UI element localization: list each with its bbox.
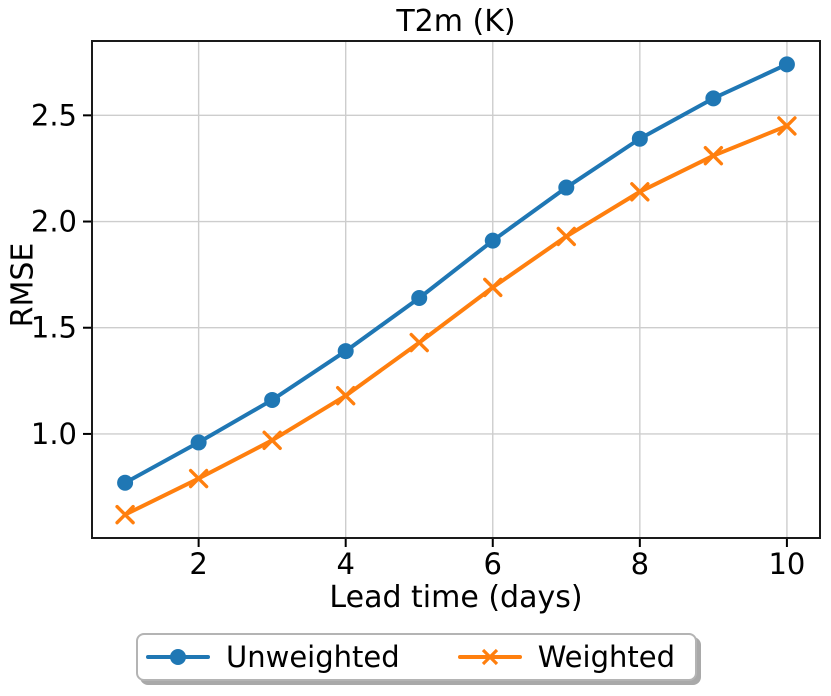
chart-title: T2m (K): [396, 4, 516, 39]
y-tick-label: 1.0: [31, 417, 77, 451]
x-tick-label: 2: [189, 547, 207, 581]
unweighted-marker[interactable]: [778, 56, 795, 73]
weighted-marker[interactable]: [262, 430, 282, 450]
weighted-marker[interactable]: [188, 468, 209, 489]
weighted-line-sample-icon: [457, 648, 522, 666]
unweighted-marker[interactable]: [558, 179, 575, 196]
x-axis-label: Lead time (days): [329, 580, 583, 615]
unweighted-marker[interactable]: [411, 289, 428, 306]
unweighted-marker[interactable]: [190, 434, 207, 451]
x-tick-label: 10: [768, 547, 805, 581]
weighted-marker[interactable]: [483, 277, 503, 298]
weighted-marker[interactable]: [409, 332, 429, 353]
unweighted-line-sample-icon: [146, 649, 210, 665]
unweighted-marker[interactable]: [117, 474, 134, 491]
x-tick-label: 4: [336, 547, 354, 581]
y-tick-label: 2.5: [31, 98, 77, 132]
unweighted-line[interactable]: [123, 62, 789, 485]
legend-item-weighted[interactable]: Weighted: [457, 639, 675, 674]
x-tick-label: 8: [631, 547, 649, 581]
unweighted-marker[interactable]: [484, 232, 501, 249]
line-chart-plot-area: 2 4 6 8 10 1.0 1.5 2.0 2.5: [31, 40, 821, 581]
unweighted-marker[interactable]: [337, 343, 354, 360]
weighted-line[interactable]: [123, 123, 789, 517]
weighted-marker[interactable]: [777, 116, 797, 136]
unweighted-marker[interactable]: [705, 90, 722, 107]
y-tick-label: 1.5: [31, 311, 77, 345]
unweighted-marker[interactable]: [264, 391, 281, 408]
plot-border: [91, 40, 821, 539]
weighted-marker[interactable]: [703, 145, 724, 166]
legend-item-unweighted[interactable]: Unweighted: [146, 639, 400, 674]
weighted-marker[interactable]: [335, 385, 356, 406]
x-tick-label: 6: [484, 547, 502, 581]
weighted-marker[interactable]: [115, 504, 135, 525]
unweighted-marker[interactable]: [631, 130, 648, 147]
legend-label-weighted: Weighted: [537, 639, 675, 674]
legend: Unweighted Weighted: [136, 633, 697, 681]
weighted-marker[interactable]: [556, 226, 577, 247]
legend-label-unweighted: Unweighted: [226, 639, 400, 674]
y-tick-label: 2.0: [31, 205, 77, 239]
weighted-marker[interactable]: [630, 182, 650, 202]
